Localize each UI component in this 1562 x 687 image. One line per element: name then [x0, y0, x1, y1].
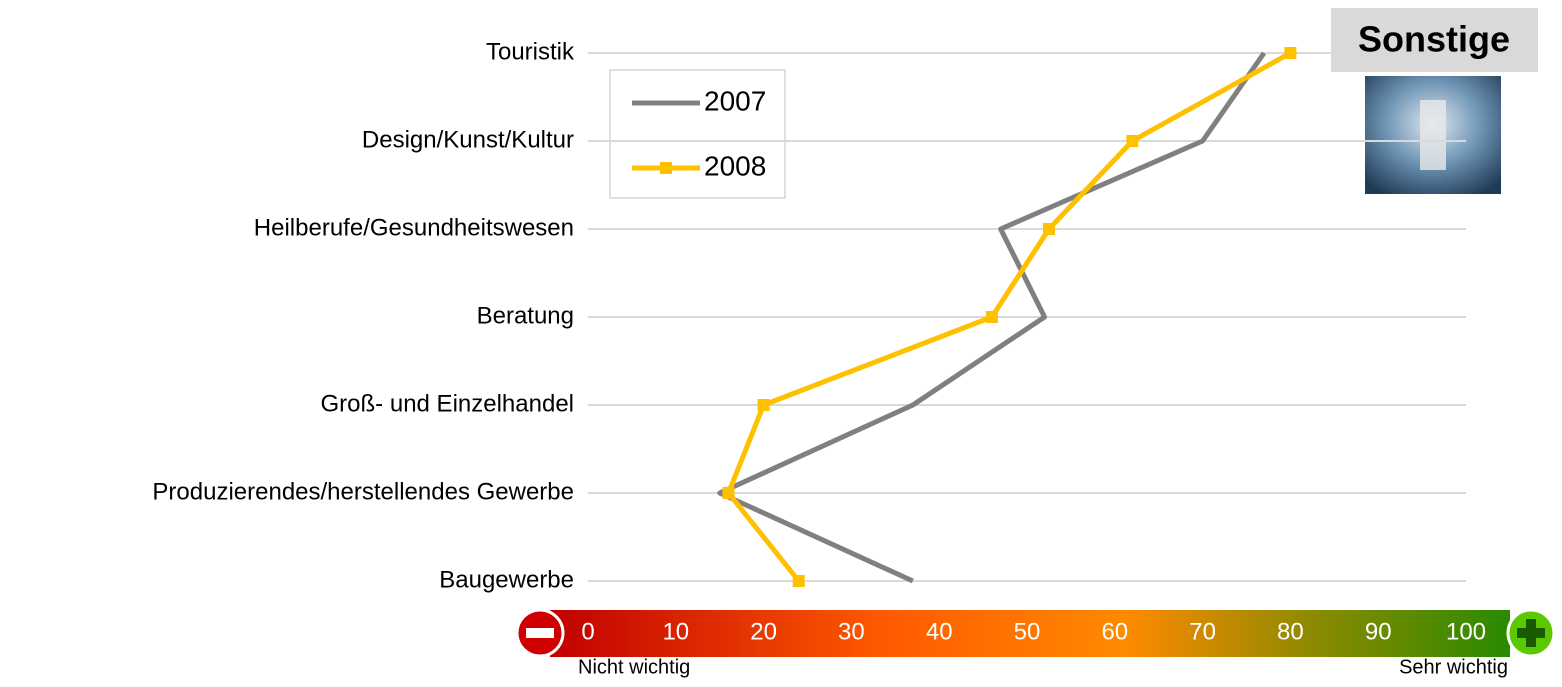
y-tick-label: Heilberufe/Gesundheitswesen [254, 214, 574, 241]
x-tick-label: 70 [1189, 618, 1216, 645]
series-line [717, 51, 1267, 584]
point-marker [985, 311, 998, 323]
x-tick-label: 100 [1446, 618, 1486, 645]
x-tick-label: 60 [1101, 618, 1128, 645]
x-tick-label: 90 [1365, 618, 1392, 645]
y-tick-label: Groß- und Einzelhandel [321, 390, 574, 417]
y-tick-label: Baugewerbe [439, 566, 574, 593]
x-tick-label: 40 [926, 618, 953, 645]
low-label: Nicht wichtig [578, 656, 690, 678]
x-tick-label: 50 [1014, 618, 1041, 645]
point-marker [722, 487, 735, 499]
photo-figure [1420, 100, 1446, 170]
point-marker [1042, 223, 1055, 235]
x-tick-label: 10 [662, 618, 689, 645]
legend-label: 2007 [704, 85, 766, 116]
point-marker [757, 399, 770, 411]
plus-sign [1526, 619, 1536, 647]
point-marker [792, 575, 805, 587]
y-tick-label: Design/Kunst/Kultur [362, 126, 574, 153]
x-tick-label: 30 [838, 618, 865, 645]
y-tick-label: Produzierendes/herstellendes Gewerbe [152, 478, 574, 505]
x-tick-label: 0 [581, 618, 594, 645]
badge-box [1331, 8, 1538, 72]
y-tick-label: Touristik [486, 38, 575, 65]
scale-bar [550, 610, 1510, 657]
x-tick-label: 20 [750, 618, 777, 645]
point-marker [1126, 135, 1139, 147]
point-marker [1284, 47, 1297, 59]
y-tick-label: Beratung [477, 302, 574, 329]
legend-box [609, 69, 786, 199]
high-label: Sehr wichtig [1399, 656, 1508, 678]
legend-marker [660, 162, 672, 174]
legend-label: 2008 [704, 150, 766, 181]
minus-sign [526, 628, 554, 638]
x-tick-label: 80 [1277, 618, 1304, 645]
